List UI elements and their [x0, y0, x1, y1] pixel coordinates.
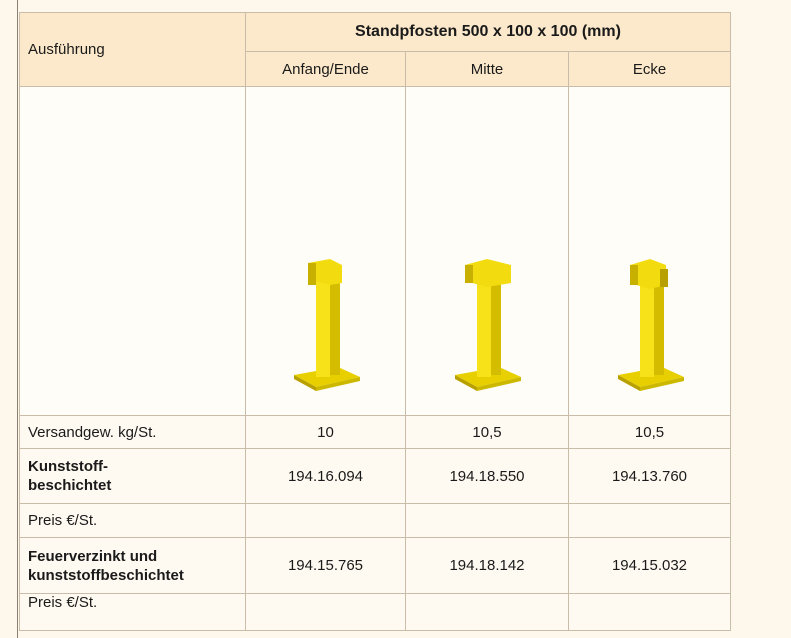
cell: 194.15.765	[246, 538, 406, 594]
row-header: Ausführung	[20, 13, 246, 87]
table-row: Feuerverzinkt und kunststoffbeschichtet …	[20, 538, 731, 594]
page: Ausführung Standpfosten 500 x 100 x 100 …	[0, 0, 791, 638]
empty-cell	[246, 594, 406, 631]
group-header: Standpfosten 500 x 100 x 100 (mm)	[246, 13, 731, 52]
empty-cell	[406, 504, 569, 538]
column-header: Anfang/Ende	[246, 52, 406, 87]
row-label: Feuerverzinkt und kunststoffbeschichtet	[20, 538, 246, 594]
cell: 194.16.094	[246, 449, 406, 504]
product-table: Ausführung Standpfosten 500 x 100 x 100 …	[19, 12, 731, 631]
empty-cell	[569, 504, 731, 538]
table-row: Kunststoff- beschichtet 194.16.094 194.1…	[20, 449, 731, 504]
row-label: Preis €/St.	[20, 594, 246, 631]
empty-cell	[20, 87, 246, 416]
cell: 194.13.760	[569, 449, 731, 504]
cell: 10	[246, 416, 406, 449]
image-row	[20, 87, 731, 416]
empty-cell	[406, 594, 569, 631]
left-rule	[17, 0, 18, 638]
table-row: Preis €/St.	[20, 504, 731, 538]
empty-cell	[246, 504, 406, 538]
cell: 10,5	[569, 416, 731, 449]
post-image	[286, 255, 366, 395]
image-cell	[406, 87, 569, 416]
column-header: Mitte	[406, 52, 569, 87]
post-image	[447, 255, 527, 395]
column-header: Ecke	[569, 52, 731, 87]
image-cell	[569, 87, 731, 416]
image-cell	[246, 87, 406, 416]
row-label: Preis €/St.	[20, 504, 246, 538]
cell: 194.18.550	[406, 449, 569, 504]
empty-cell	[569, 594, 731, 631]
table-row: Preis €/St.	[20, 594, 731, 631]
cell: 10,5	[406, 416, 569, 449]
post-image	[610, 255, 690, 395]
row-label: Versandgew. kg/St.	[20, 416, 246, 449]
row-label: Kunststoff- beschichtet	[20, 449, 246, 504]
cell: 194.15.032	[569, 538, 731, 594]
table-row: Versandgew. kg/St. 10 10,5 10,5	[20, 416, 731, 449]
cell: 194.18.142	[406, 538, 569, 594]
